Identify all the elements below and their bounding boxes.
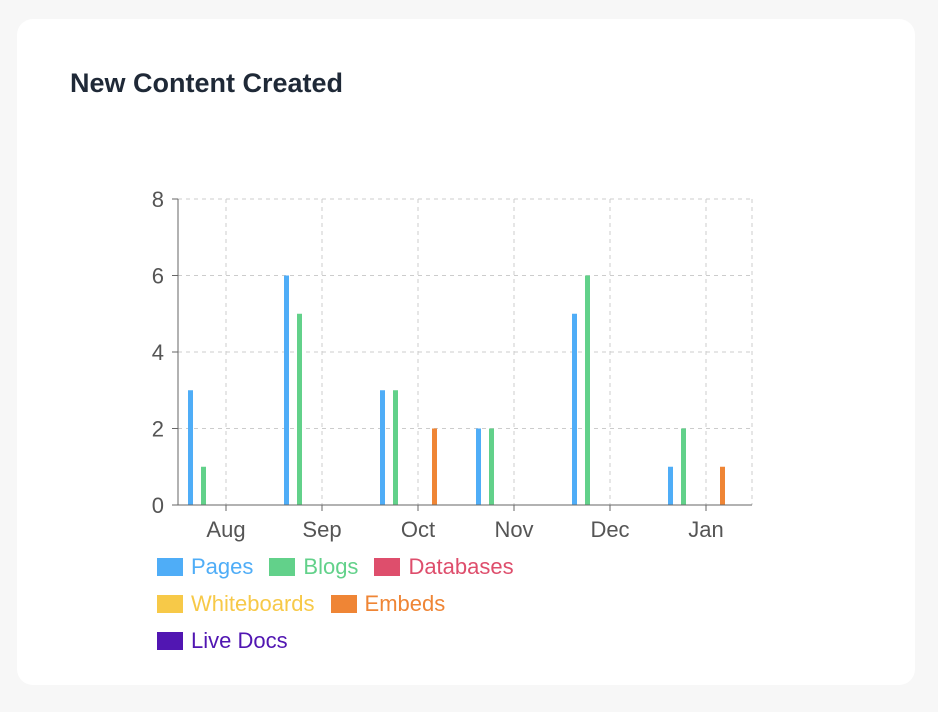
legend-label: Whiteboards [191, 590, 315, 616]
legend-item[interactable]: Blogs [269, 548, 358, 585]
bar-embeds [720, 466, 725, 505]
legend: Pages Blogs Databases Whiteboards Embeds Live… [157, 548, 577, 659]
legend-swatch [269, 557, 296, 576]
x-tick-label: Sep [302, 517, 341, 542]
bar-blogs [297, 313, 302, 505]
legend-swatch [157, 594, 183, 613]
legend-item[interactable]: Live Docs [157, 622, 288, 659]
legend-label: Embeds [364, 590, 446, 616]
legend-item[interactable]: Whiteboards [157, 585, 315, 622]
legend-item[interactable]: Embeds [330, 585, 446, 622]
bar-blogs [585, 275, 590, 505]
x-tick-label: Jan [688, 517, 723, 542]
bar-embeds [432, 428, 437, 505]
legend-label: Pages [191, 553, 254, 579]
legend-item[interactable]: Pages [157, 548, 253, 585]
legend-item[interactable]: Databases [374, 548, 514, 585]
legend-label: Live Docs [191, 627, 288, 653]
bar-pages [380, 390, 385, 505]
bar-pages [476, 428, 481, 505]
bar-blogs [681, 428, 686, 505]
x-tick-label: Dec [590, 517, 629, 542]
legend-label: Databases [408, 553, 514, 579]
bar-blogs [393, 390, 398, 505]
bar-pages [572, 313, 577, 505]
y-tick-label: 6 [152, 264, 164, 289]
x-tick-label: Nov [494, 517, 533, 542]
chart-title: New Content Created [70, 68, 344, 98]
legend-swatch [374, 557, 401, 576]
legend-swatch [157, 557, 183, 576]
legend-swatch [157, 631, 183, 650]
y-tick-label: 4 [152, 340, 164, 365]
y-tick-label: 8 [152, 187, 164, 212]
bar-pages [284, 275, 289, 505]
legend-label: Blogs [303, 553, 359, 579]
bar-pages [668, 466, 673, 505]
bar-pages [188, 390, 193, 505]
x-tick-label: Aug [206, 517, 245, 542]
y-tick-label: 2 [152, 417, 164, 442]
y-tick-label: 0 [152, 493, 164, 518]
legend-swatch [330, 594, 357, 613]
bar-blogs [201, 466, 206, 505]
bar-blogs [489, 428, 494, 505]
x-tick-label: Oct [401, 517, 435, 542]
